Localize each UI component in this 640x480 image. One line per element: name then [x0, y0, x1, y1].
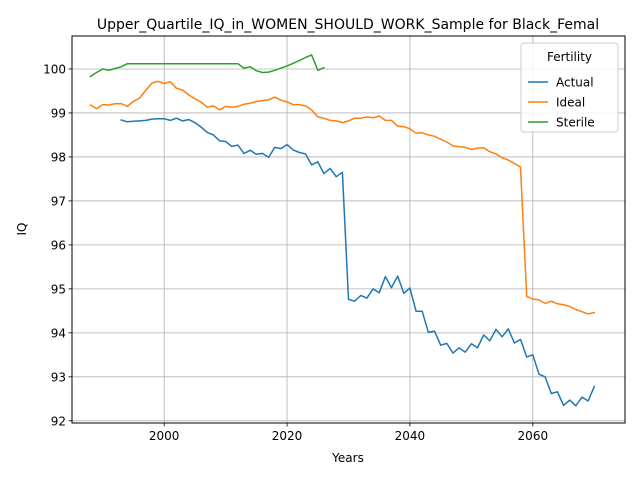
y-tick-label: 97	[51, 194, 66, 208]
plot-frame	[71, 35, 626, 424]
y-tick-label: 93	[51, 370, 66, 384]
legend-label-sterile: Sterile	[556, 116, 595, 130]
series-line-sterile	[89, 54, 325, 78]
legend-title: Fertility	[547, 50, 592, 64]
x-tick-label: 2020	[272, 429, 303, 443]
legend-box	[520, 42, 619, 133]
y-tick-label: 95	[51, 282, 66, 296]
x-axis-ticks: 2000 2020 2040 2060	[149, 423, 548, 443]
legend-label-ideal: Ideal	[556, 96, 585, 110]
legend-label-actual: Actual	[556, 76, 594, 90]
y-tick-label: 99	[51, 106, 66, 120]
y-tick-label: 94	[51, 326, 66, 340]
x-tick-label: 2040	[395, 429, 426, 443]
legend: Fertility Actual Ideal Sterile	[520, 42, 619, 133]
legend-items: Actual Ideal Sterile	[528, 76, 595, 130]
x-tick-label: 2060	[518, 429, 549, 443]
y-tick-label: 98	[51, 150, 66, 164]
y-tick-label: 100	[43, 62, 66, 76]
x-tick-label: 2000	[149, 429, 180, 443]
chart-title: Upper_Quartile_IQ_in_WOMEN_SHOULD_WORK_S…	[97, 17, 599, 33]
y-axis-ticks: 92 93 94 95 96 97 98 99 100	[43, 62, 72, 428]
series-lines	[89, 54, 596, 407]
y-axis-label: IQ	[15, 223, 29, 236]
y-tick-label: 92	[51, 414, 66, 428]
series-line-actual	[120, 117, 596, 407]
series-line-ideal	[89, 80, 596, 315]
x-axis-label: Years	[331, 451, 364, 465]
y-tick-label: 96	[51, 238, 66, 252]
